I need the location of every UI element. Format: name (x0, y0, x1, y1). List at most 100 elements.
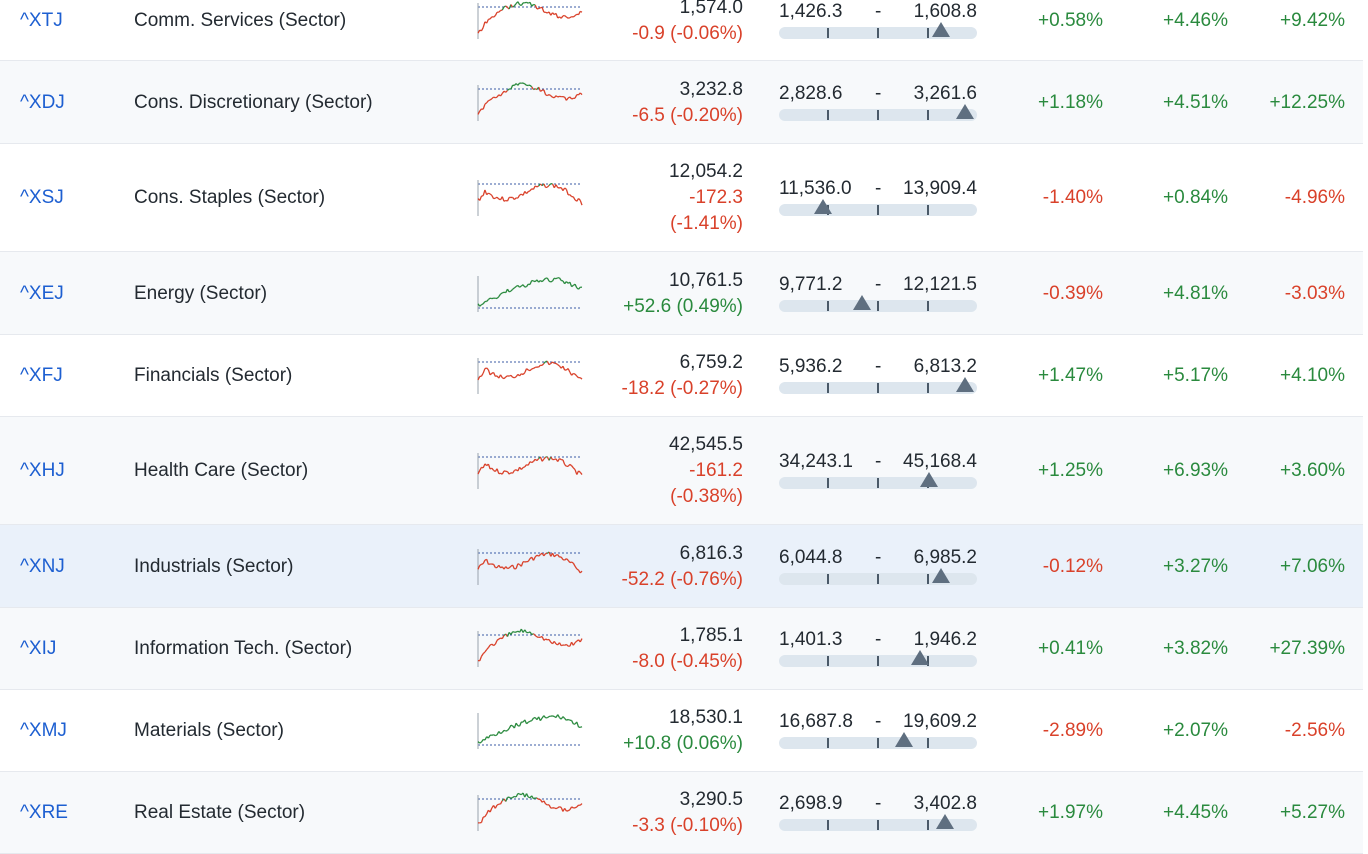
range-tick (827, 478, 829, 488)
range-tick (927, 205, 929, 215)
price-cell: 1,574.0-0.9 (-0.06%) (573, 0, 743, 47)
day-range: 6,044.8-6,985.2 (779, 545, 977, 589)
perf-2-value: +4.81% (1108, 281, 1228, 307)
range-tick (927, 28, 929, 38)
day-range: 5,936.2-6,813.2 (779, 354, 977, 398)
range-separator: - (875, 449, 881, 475)
range-track (779, 477, 977, 489)
perf-3-value: -4.96% (1225, 185, 1345, 211)
range-tick (877, 205, 879, 215)
range-tick (827, 574, 829, 584)
price-cell: 6,759.2-18.2 (-0.27%) (573, 350, 743, 402)
sector-name: Materials (Sector) (134, 718, 284, 744)
price-cell: 3,232.8-6.5 (-0.20%) (573, 77, 743, 129)
range-tick (927, 110, 929, 120)
day-range: 1,426.3-1,608.8 (779, 0, 977, 43)
range-tick (927, 383, 929, 393)
range-tick (827, 28, 829, 38)
range-separator: - (875, 354, 881, 380)
range-tick (877, 28, 879, 38)
range-track (779, 109, 977, 121)
perf-1-value: -1.40% (983, 185, 1103, 211)
price-change: (-0.38%) (573, 484, 743, 510)
range-high: 45,168.4 (903, 449, 977, 475)
range-low: 34,243.1 (779, 449, 853, 475)
range-marker-icon (932, 22, 950, 37)
symbol-link[interactable]: ^XHJ (20, 458, 65, 484)
symbol-link[interactable]: ^XTJ (20, 8, 63, 34)
sector-name: Comm. Services (Sector) (134, 8, 346, 34)
range-marker-icon (853, 295, 871, 310)
range-marker-icon (956, 377, 974, 392)
price-change: -172.3 (573, 185, 743, 211)
range-separator: - (875, 0, 881, 25)
perf-2-value: +6.93% (1108, 458, 1228, 484)
last-price: 3,232.8 (573, 77, 743, 103)
range-track (779, 655, 977, 667)
range-tick (827, 820, 829, 830)
price-cell: 3,290.5-3.3 (-0.10%) (573, 787, 743, 839)
perf-1-value: -0.12% (983, 554, 1103, 580)
perf-3-value: +12.25% (1225, 90, 1345, 116)
perf-3-value: +5.27% (1225, 800, 1345, 826)
perf-3-value: +27.39% (1225, 636, 1345, 662)
symbol-link[interactable]: ^XIJ (20, 636, 56, 662)
range-tick (877, 383, 879, 393)
symbol-link[interactable]: ^XEJ (20, 281, 64, 307)
range-tick (927, 820, 929, 830)
perf-3-value: +3.60% (1225, 458, 1345, 484)
range-low: 2,828.6 (779, 81, 842, 107)
day-range: 11,536.0-13,909.4 (779, 176, 977, 220)
price-cell: 42,545.5-161.2(-0.38%) (573, 432, 743, 510)
price-change: +52.6 (0.49%) (573, 294, 743, 320)
range-marker-icon (936, 814, 954, 829)
symbol-link[interactable]: ^XSJ (20, 185, 64, 211)
perf-1-value: +1.25% (983, 458, 1103, 484)
perf-3-value: +4.10% (1225, 363, 1345, 389)
price-change: -6.5 (-0.20%) (573, 103, 743, 129)
symbol-link[interactable]: ^XMJ (20, 718, 67, 744)
perf-2-value: +3.82% (1108, 636, 1228, 662)
range-tick (827, 656, 829, 666)
day-range: 1,401.3-1,946.2 (779, 627, 977, 671)
range-low: 5,936.2 (779, 354, 842, 380)
price-change: -18.2 (-0.27%) (573, 376, 743, 402)
last-price: 42,545.5 (573, 432, 743, 458)
last-price: 6,816.3 (573, 541, 743, 567)
sparkline-chart (476, 545, 584, 589)
range-separator: - (875, 627, 881, 653)
day-range: 2,828.6-3,261.6 (779, 81, 977, 125)
range-low: 2,698.9 (779, 791, 842, 817)
symbol-link[interactable]: ^XDJ (20, 90, 65, 116)
symbol-link[interactable]: ^XRE (20, 800, 68, 826)
perf-1-value: -0.39% (983, 281, 1103, 307)
range-tick (827, 383, 829, 393)
symbol-link[interactable]: ^XNJ (20, 554, 65, 580)
range-marker-icon (911, 650, 929, 665)
range-track (779, 27, 977, 39)
range-marker-icon (920, 472, 938, 487)
day-range: 16,687.8-19,609.2 (779, 709, 977, 753)
range-separator: - (875, 791, 881, 817)
symbol-link[interactable]: ^XFJ (20, 363, 63, 389)
perf-2-value: +3.27% (1108, 554, 1228, 580)
price-change: +10.8 (0.06%) (573, 731, 743, 757)
price-cell: 10,761.5+52.6 (0.49%) (573, 268, 743, 320)
price-change: (-1.41%) (573, 211, 743, 237)
range-tick (927, 301, 929, 311)
range-track (779, 573, 977, 585)
range-marker-icon (932, 568, 950, 583)
sparkline-chart (476, 81, 584, 125)
table-row[interactable]: ^XTJ Comm. Services (Sector) 1,574.0-0.9 (… (0, 0, 1363, 61)
price-cell: 12,054.2-172.3(-1.41%) (573, 159, 743, 237)
